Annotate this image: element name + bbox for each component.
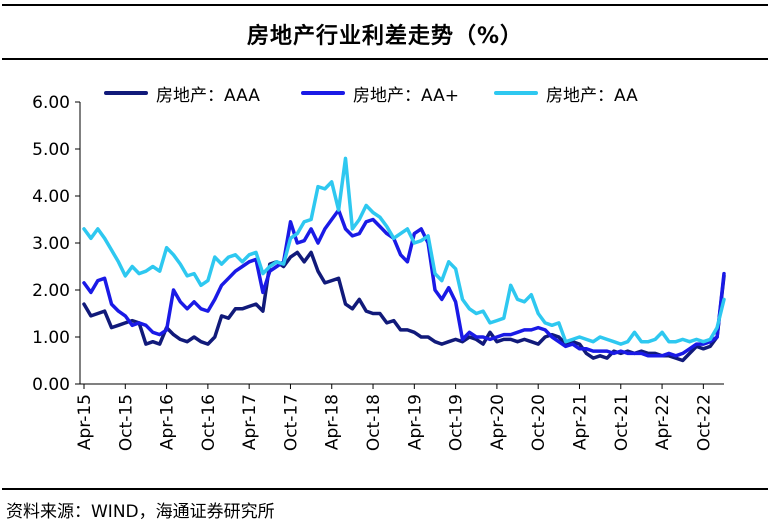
y-tick-label: 1.00	[32, 328, 70, 348]
source-note: 资料来源：WIND，海通证券研究所	[6, 502, 275, 522]
x-tick-label: Oct-22	[694, 394, 714, 451]
x-tick-label: Apr-17	[240, 394, 260, 450]
line-chart: 0.00 1.00 2.00 3.00 4.00 5.00 6.00 Apr-15 Oct-15…	[32, 93, 726, 451]
x-tick-label: Oct-18	[364, 394, 384, 451]
y-tick-label: 2.00	[32, 281, 70, 301]
legend-label-aa-plus: 房地产：AA+	[353, 85, 459, 106]
x-tick-label: Apr-22	[653, 394, 673, 450]
x-tick-label: Apr-15	[75, 394, 95, 450]
legend-label-aaa: 房地产：AAA	[156, 85, 260, 106]
x-tick-label: Apr-16	[158, 394, 178, 450]
series-line-aaa	[82, 250, 726, 363]
title-rule	[2, 58, 768, 60]
x-tick-label: Oct-16	[199, 394, 219, 451]
y-tick-label: 0.00	[32, 375, 70, 395]
x-tick-label: Oct-15	[116, 394, 136, 451]
legend-swatch-aa-plus	[301, 91, 345, 95]
x-tick-label: Apr-21	[570, 394, 590, 450]
x-tick-label: Apr-20	[488, 394, 508, 450]
legend-label-aa: 房地产：AA	[546, 85, 638, 106]
series-line-aa-plus	[82, 208, 726, 358]
y-tick-label: 3.00	[32, 234, 70, 254]
x-tick-label: Oct-19	[447, 394, 467, 451]
source-rule	[2, 488, 768, 490]
legend-item-aaa: 房地产：AAA	[104, 80, 260, 106]
series-line-aa	[82, 156, 726, 346]
top-rule	[2, 4, 768, 6]
x-tick-label: Oct-21	[612, 394, 632, 451]
chart-title: 房地产行业利差走势（%）	[246, 24, 524, 49]
legend-swatch-aaa	[104, 91, 148, 95]
x-tick-label: Oct-20	[529, 394, 549, 451]
legend-item-aa-plus: 房地产：AA+	[301, 80, 459, 106]
x-tick-label: Apr-19	[405, 394, 425, 450]
y-tick-label: 6.00	[32, 93, 70, 113]
legend-item-aa: 房地产：AA	[494, 80, 638, 106]
legend-swatch-aa	[494, 91, 538, 95]
legend: 房地产：AAA 房地产：AA+ 房地产：AA	[0, 80, 770, 106]
x-tick-label: Oct-17	[281, 394, 301, 451]
y-tick-label: 5.00	[32, 140, 70, 160]
y-tick-label: 4.00	[32, 187, 70, 207]
x-tick-label: Apr-18	[323, 394, 343, 450]
